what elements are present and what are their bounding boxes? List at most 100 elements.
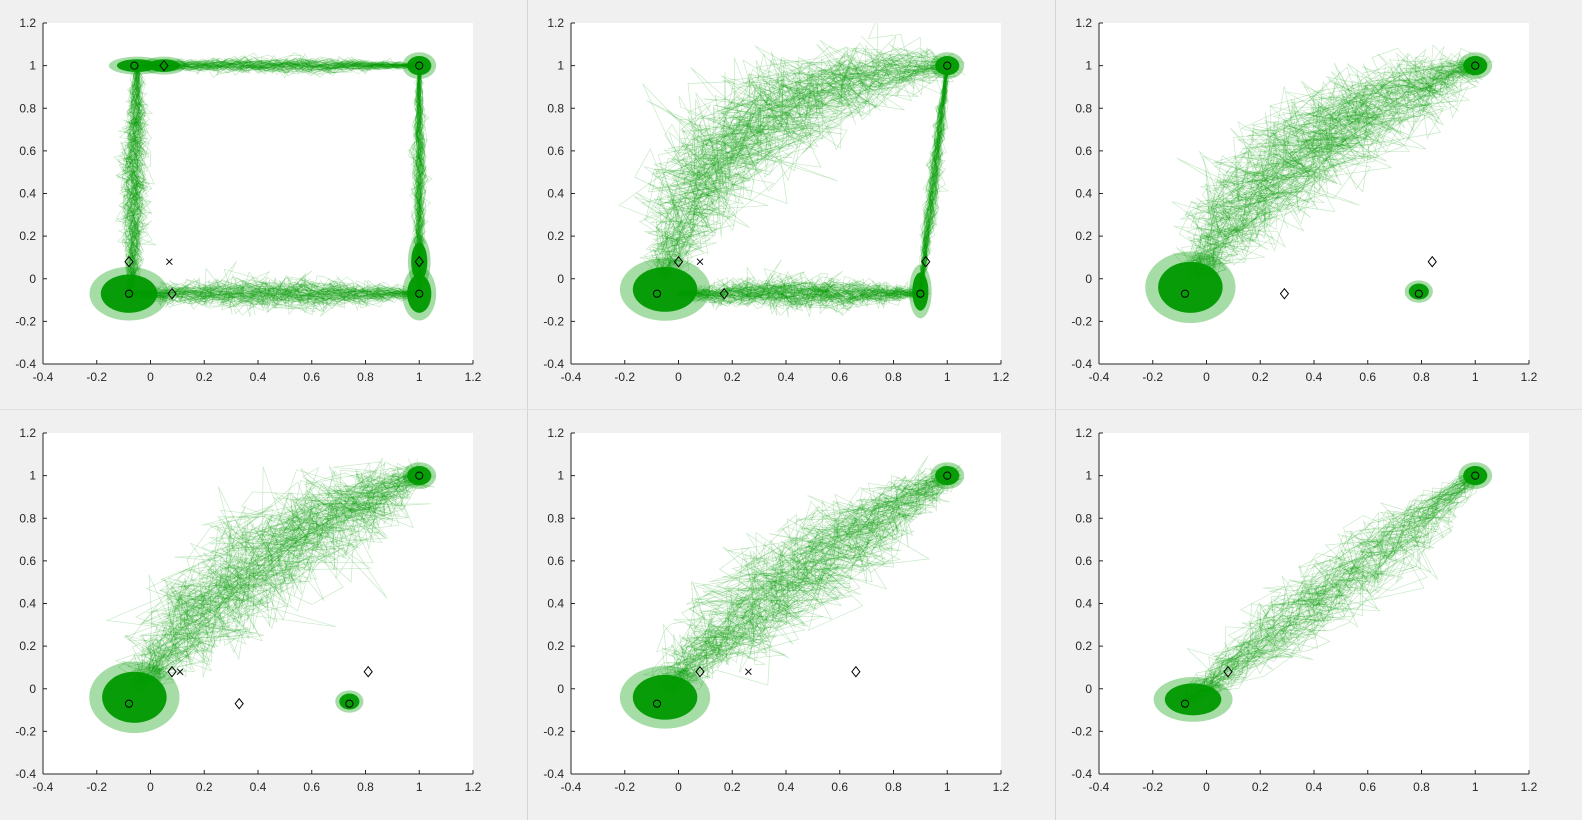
trajectory-line xyxy=(125,277,422,311)
trajectory-line xyxy=(135,470,423,694)
trajectory-line xyxy=(133,278,420,316)
trajectory-line xyxy=(1187,474,1472,702)
cluster-4 xyxy=(89,266,169,321)
trajectory-line xyxy=(135,477,416,693)
trajectory-line xyxy=(131,286,418,309)
trajectory-line xyxy=(120,66,146,295)
trajectory-line xyxy=(1192,63,1483,278)
trajectory-line xyxy=(677,285,924,305)
trajectory-line xyxy=(135,473,425,685)
trajectory-line xyxy=(129,277,422,311)
trajectory-line xyxy=(658,52,955,279)
subplot-4: -0.4 -0.2 0 0.2 0.4 0.6 0.8 1 1.2 -0.4 -0.2 0 0.2 0.4… xyxy=(0,410,527,820)
trajectory-line xyxy=(130,276,415,304)
trajectory-line xyxy=(665,465,955,694)
trajectory-line xyxy=(129,278,415,303)
trajectory-line xyxy=(660,59,944,276)
trajectory-line xyxy=(1183,63,1476,277)
trajectory-bundle-2 xyxy=(918,64,950,295)
trajectory-line xyxy=(126,65,149,293)
trajectory-line xyxy=(1183,478,1474,706)
trajectory-line xyxy=(123,65,149,297)
trajectory-line xyxy=(675,271,919,310)
trajectory-line xyxy=(654,470,961,694)
trajectory-line xyxy=(125,66,145,295)
trajectory-line xyxy=(652,66,966,283)
trajectory-line xyxy=(918,65,949,294)
trajectory-line xyxy=(668,478,957,696)
trajectory-line xyxy=(1184,476,1476,707)
trajectory-line xyxy=(1183,474,1479,701)
trajectory-line xyxy=(656,474,962,694)
trajectory-line xyxy=(1185,469,1478,702)
trajectory-line xyxy=(666,45,952,283)
y-tick-label: -0.2 xyxy=(15,724,36,738)
trajectory-line xyxy=(1178,474,1479,710)
trajectory-line xyxy=(137,472,421,695)
trajectory-line xyxy=(1188,476,1478,704)
trajectory-line xyxy=(1184,473,1474,703)
cluster-halo xyxy=(402,52,437,80)
trajectory-line xyxy=(919,66,948,294)
trajectory-line xyxy=(676,284,920,308)
trajectory-line xyxy=(1188,58,1485,276)
trajectory-bundle-2 xyxy=(121,261,426,318)
trajectory-line xyxy=(123,276,417,315)
trajectory-line xyxy=(920,67,948,293)
trajectory-line xyxy=(1185,473,1470,708)
trajectory-line xyxy=(105,478,414,689)
cluster-1 xyxy=(108,56,166,75)
circle-marker xyxy=(943,471,952,480)
trajectory-line xyxy=(676,285,921,309)
cluster-core xyxy=(912,272,929,311)
trajectory-line xyxy=(675,277,917,309)
trajectory-line xyxy=(650,60,954,274)
trajectory-line xyxy=(1181,476,1477,703)
trajectory-line xyxy=(137,58,421,72)
circle-marker xyxy=(1414,289,1423,298)
trajectory-line xyxy=(1183,476,1480,701)
trajectory-line xyxy=(919,65,948,295)
trajectory-line xyxy=(663,477,943,688)
trajectory-line xyxy=(129,471,434,695)
trajectory-line xyxy=(657,470,954,696)
y-tick-label: 0.8 xyxy=(547,101,564,115)
y-tick-label: 0.8 xyxy=(1075,101,1092,115)
x-tick-label: 0.8 xyxy=(885,370,902,384)
trajectory-line xyxy=(122,278,422,306)
trajectory-line xyxy=(668,470,955,686)
trajectory-line xyxy=(121,276,418,306)
trajectory-line xyxy=(669,48,951,275)
trajectory-line xyxy=(131,465,421,680)
trajectory-line xyxy=(1179,61,1471,274)
trajectory-line xyxy=(1186,471,1475,709)
trajectory-line xyxy=(125,462,417,683)
panel-divider xyxy=(1055,0,1056,820)
trajectory-line xyxy=(656,56,958,278)
trajectory-line xyxy=(918,66,948,294)
trajectory-line xyxy=(134,56,421,70)
trajectory-line xyxy=(634,59,949,280)
trajectory-bundle-1 xyxy=(643,455,965,702)
trajectory-line xyxy=(117,65,144,294)
trajectory-line xyxy=(655,47,941,285)
marker-layer xyxy=(1180,471,1480,708)
subplot-2: -0.4 -0.2 0 0.2 0.4 0.6 0.8 1 1.2 -0.4 -0.2 0 0.2 0.4… xyxy=(528,0,1055,410)
trajectory-line xyxy=(667,480,958,695)
y-tick-label: -0.2 xyxy=(15,314,36,328)
trajectory-line xyxy=(128,66,154,295)
trajectory-line xyxy=(645,466,961,686)
trajectory-line xyxy=(1183,475,1474,703)
trajectory-line xyxy=(1181,477,1486,703)
trajectory-line xyxy=(122,267,419,306)
trajectory-line xyxy=(1173,66,1477,283)
trajectory-line xyxy=(1200,74,1474,267)
trajectory-line xyxy=(131,462,418,699)
trajectory-line xyxy=(660,479,961,696)
trajectory-line xyxy=(122,268,424,309)
trajectory-bundle-3 xyxy=(113,62,157,299)
trajectory-line xyxy=(918,66,948,294)
trajectory-line xyxy=(120,65,148,294)
trajectory-line xyxy=(131,467,419,694)
trajectory-line xyxy=(118,65,148,296)
